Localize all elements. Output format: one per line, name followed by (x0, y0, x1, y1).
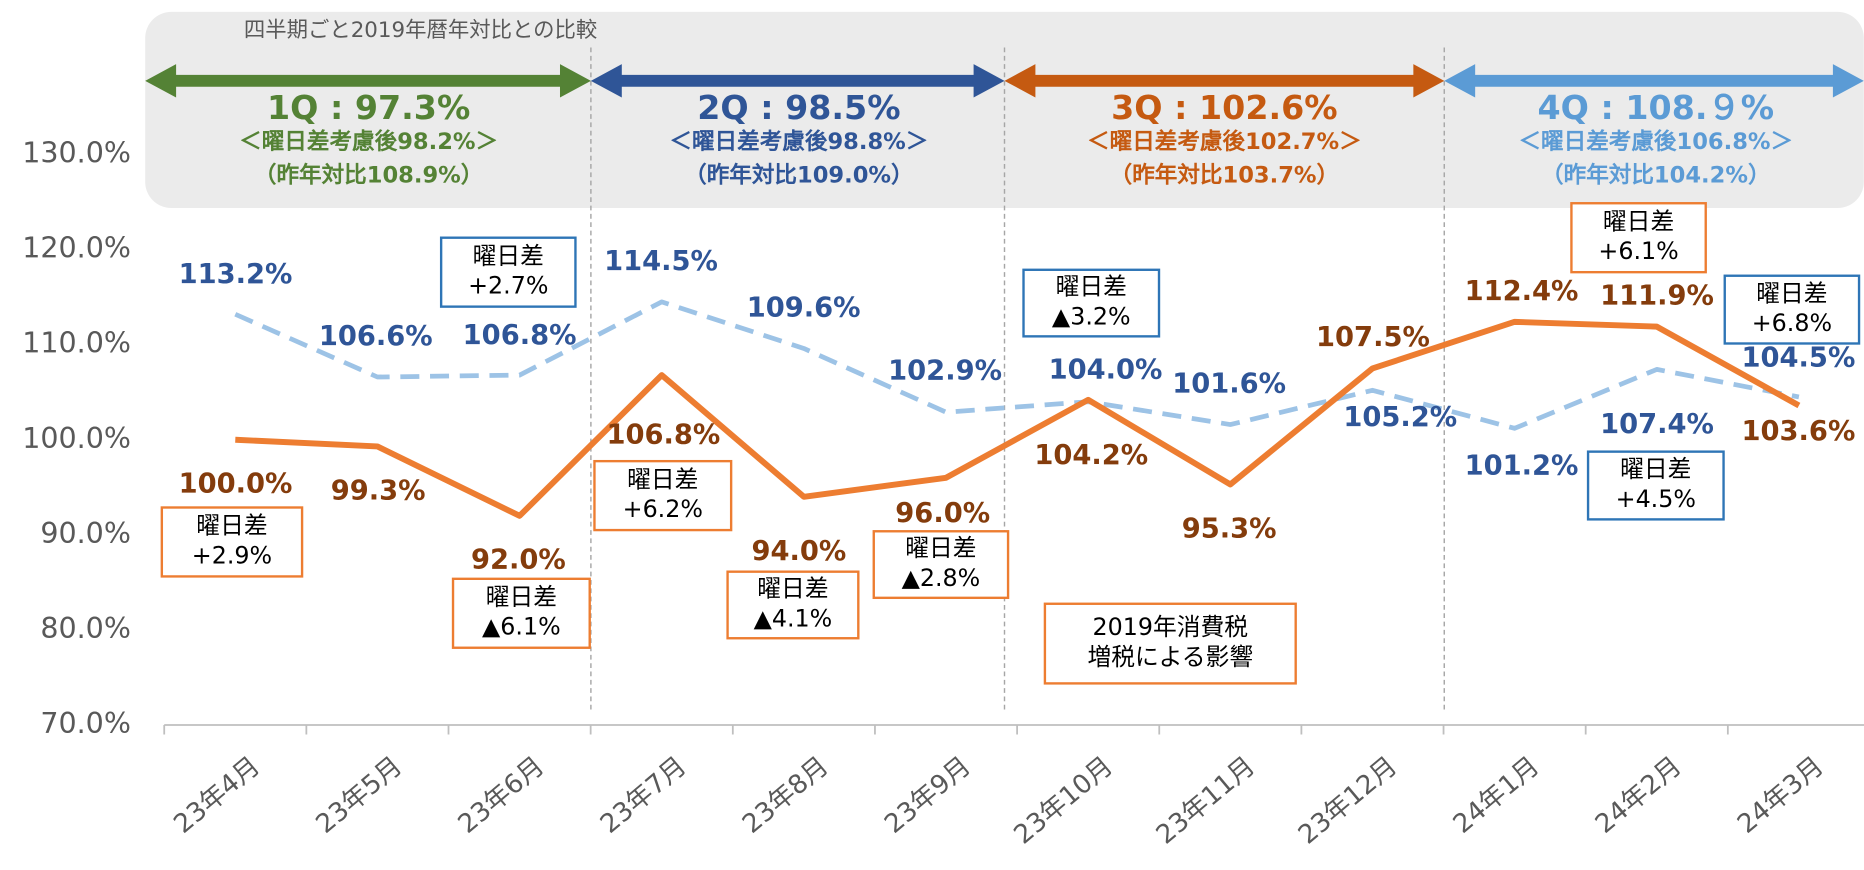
callout-text: ▲2.8% (902, 564, 981, 592)
callout-text: +4.5% (1616, 485, 1696, 513)
callout-box (160, 506, 304, 578)
x-tick-label: 23年9月 (879, 751, 977, 840)
callout-text: 曜日差 (627, 465, 698, 493)
data-label: 96.0% (895, 498, 990, 529)
data-label: 101.6% (1172, 369, 1286, 400)
callout-text: 曜日差 (1603, 207, 1674, 235)
callout-box (1723, 274, 1861, 345)
data-label: 101.2% (1465, 451, 1579, 482)
callout-text: 増税による影響 (1087, 643, 1253, 671)
quarter-adjusted: ＜曜日差考慮後98.2%＞ (239, 128, 498, 155)
y-tick-label: 130.0% (22, 137, 131, 170)
y-tick-label: 110.0% (22, 327, 131, 360)
callout-text: 曜日差 (473, 242, 544, 270)
data-label: 99.3% (331, 476, 426, 507)
data-label: 107.5% (1316, 322, 1430, 353)
callout-box (1043, 602, 1297, 685)
callout-text: ▲4.1% (754, 604, 833, 632)
data-label: 107.4% (1600, 409, 1714, 440)
x-tick-label: 24年1月 (1448, 751, 1546, 840)
y-tick-label: 120.0% (22, 232, 131, 265)
x-tick-label: 23年11月 (1151, 751, 1261, 850)
quarter-arrow (1444, 64, 1864, 98)
x-tick-label: 23年6月 (453, 751, 551, 840)
callout-box (451, 577, 591, 649)
callout-text: +6.8% (1752, 309, 1832, 337)
data-label: 105.2% (1343, 402, 1457, 433)
callout-text: 曜日差 (196, 512, 267, 540)
quarter-yoy: （昨年対比109.0%） (684, 161, 914, 188)
quarter-label: 2Q : 98.5% (697, 88, 900, 127)
y-tick-label: 90.0% (40, 517, 131, 550)
callout-text: 曜日差 (757, 575, 828, 603)
series-line (235, 318, 1801, 519)
x-tick-label: 23年4月 (168, 751, 266, 840)
data-label: 104.5% (1742, 342, 1856, 373)
data-label: 111.9% (1600, 281, 1714, 312)
callout-text: +2.7% (468, 272, 548, 300)
data-label: 112.4% (1465, 276, 1579, 307)
callout-box (872, 530, 1010, 600)
data-label: 102.9% (888, 356, 1002, 387)
y-tick-label: 70.0% (40, 707, 131, 740)
quarter-label: 3Q : 102.6% (1111, 88, 1337, 127)
x-tick-label: 23年10月 (1009, 751, 1119, 850)
data-label: 103.6% (1742, 416, 1856, 447)
callout-text: +6.1% (1598, 237, 1678, 265)
quarter-arrow (1004, 64, 1445, 98)
series-line (234, 299, 1800, 431)
y-tick-label: 80.0% (40, 612, 131, 645)
x-tick-label: 23年5月 (311, 751, 409, 840)
quarter-adjusted: ＜曜日差考慮後106.8%＞ (1518, 128, 1793, 155)
chart-title: 四半期ごと2019年暦年対比との比較 (244, 18, 597, 43)
data-label: 95.3% (1182, 514, 1277, 545)
data-label: 114.5% (604, 246, 718, 277)
x-tick-label: 23年8月 (737, 751, 835, 840)
callout-box (1570, 202, 1707, 274)
data-label: 113.2% (179, 259, 293, 290)
callout-text: 曜日差 (1620, 455, 1691, 483)
data-label: 109.6% (747, 293, 861, 324)
quarter-adjusted: ＜曜日差考慮後98.8%＞ (669, 128, 928, 155)
x-tick-label: 24年3月 (1732, 751, 1830, 840)
callout-box (593, 459, 733, 532)
data-label: 104.0% (1049, 354, 1163, 385)
callout-text: 曜日差 (1056, 273, 1127, 301)
x-tick-label: 23年12月 (1293, 751, 1403, 850)
callout-text: 曜日差 (905, 534, 976, 562)
quarter-arrow (590, 64, 1005, 98)
callout-box (1586, 450, 1725, 521)
data-label: 106.6% (319, 321, 433, 352)
data-label: 92.0% (471, 544, 566, 575)
data-label: 100.0% (179, 468, 293, 499)
quarter-adjusted: ＜曜日差考慮後102.7%＞ (1087, 128, 1362, 155)
x-tick-label: 23年7月 (595, 751, 693, 840)
quarter-yoy: （昨年対比104.2%） (1541, 161, 1771, 188)
data-label: 106.8% (606, 420, 720, 451)
quarter-label: 4Q : 108.９% (1538, 88, 1775, 127)
callout-box (439, 236, 577, 308)
quarter-label: 1Q : 97.3% (267, 88, 470, 127)
callout-box (1022, 268, 1161, 338)
callout-text: 曜日差 (1756, 279, 1827, 307)
callout-text: +2.9% (192, 541, 272, 569)
data-label: 104.2% (1034, 440, 1148, 471)
quarter-yoy: （昨年対比103.7%） (1110, 161, 1340, 188)
callout-text: ▲3.2% (1052, 302, 1131, 330)
data-label: 94.0% (751, 536, 846, 567)
data-label: 106.8% (463, 320, 577, 351)
quarter-yoy: （昨年対比108.9%） (254, 161, 484, 188)
callout-text: +6.2% (623, 495, 703, 523)
x-tick-label: 24年2月 (1590, 751, 1688, 840)
callout-text: ▲6.1% (482, 613, 561, 641)
y-tick-label: 100.0% (22, 422, 131, 455)
callout-text: 2019年消費税 (1093, 613, 1249, 641)
quarter-arrow (145, 64, 591, 98)
callout-text: 曜日差 (486, 583, 557, 611)
callout-box (726, 570, 860, 640)
